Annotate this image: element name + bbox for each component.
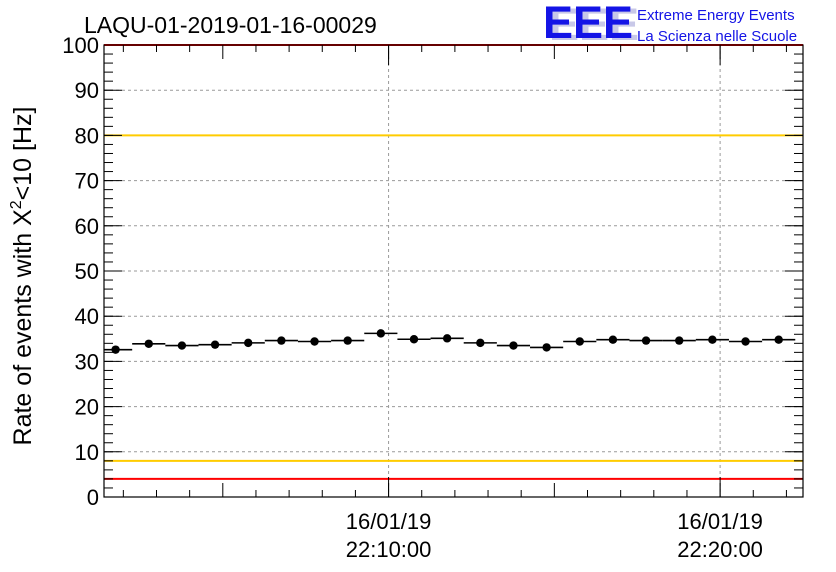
data-series	[104, 329, 796, 354]
logo-line2: La Scienza nelle Scuole	[637, 28, 797, 45]
y-axis-label-sup: 2	[8, 200, 25, 209]
data-point	[476, 338, 485, 348]
data-point	[409, 335, 419, 344]
data-point	[244, 338, 253, 348]
y-tick-label: 50	[75, 259, 99, 284]
x-tick-date-label: 16/01/19	[677, 509, 763, 534]
y-axis-label-prefix: Rate of events with X	[9, 209, 37, 446]
grid	[104, 45, 803, 497]
data-point	[210, 340, 220, 349]
y-tick-label: 80	[75, 123, 99, 148]
y-tick-label: 70	[75, 169, 99, 194]
eee-logo: EEE EEE Extreme Energy Events La Scienza…	[543, 0, 797, 50]
data-point	[509, 341, 518, 350]
x-tick-time-label: 22:10:00	[346, 537, 432, 562]
data-point	[310, 337, 319, 346]
x-tick-time-label: 22:20:00	[677, 537, 763, 562]
data-point	[277, 336, 286, 345]
data-point	[111, 345, 120, 354]
data-point	[376, 329, 386, 338]
y-axis: 0 10 20 30 40 50 60 70 80 90 100	[62, 33, 803, 510]
y-tick-label: 40	[75, 304, 99, 329]
data-point	[177, 341, 187, 350]
y-axis-label: Rate of events with X2<10 [Hz]	[8, 107, 37, 446]
data-point	[442, 334, 452, 343]
x-tick-date-label: 16/01/19	[346, 509, 432, 534]
y-tick-label: 20	[75, 395, 99, 420]
data-point	[675, 336, 684, 345]
data-point	[741, 337, 750, 346]
data-point	[144, 339, 153, 348]
chart-title: LAQU-01-2019-01-16-00029	[84, 12, 377, 38]
y-tick-label: 0	[87, 485, 99, 510]
logo-mark: EEE	[543, 0, 633, 48]
logo-mark-shadow: EEE	[549, 0, 639, 50]
data-point	[343, 336, 352, 345]
logo-line1: Extreme Energy Events	[637, 7, 795, 24]
y-tick-label: 100	[62, 33, 99, 58]
y-tick-label: 90	[75, 78, 99, 103]
data-point	[708, 335, 717, 344]
y-tick-label: 30	[75, 349, 99, 374]
data-point	[542, 343, 551, 352]
data-point	[575, 337, 584, 346]
data-point	[641, 336, 651, 345]
y-tick-label: 10	[75, 440, 99, 465]
y-tick-label: 60	[75, 214, 99, 239]
data-point	[774, 335, 783, 344]
y-axis-label-suffix: <10 [Hz]	[9, 107, 37, 201]
data-point	[608, 335, 618, 344]
reference-lines	[104, 44, 803, 480]
x-axis: 16/01/19 22:10:00 16/01/19 22:20:00	[122, 45, 787, 562]
